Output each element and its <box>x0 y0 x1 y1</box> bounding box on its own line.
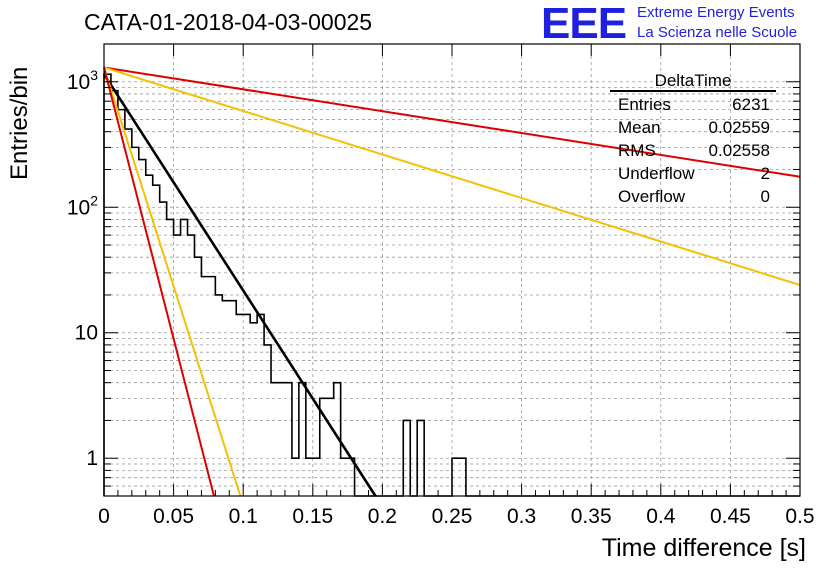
y-tick-label: 10 <box>75 322 98 345</box>
y-tick-label: 1 <box>86 447 98 470</box>
x-tick-label: 0.45 <box>710 505 751 528</box>
x-tick-label: 0.1 <box>229 505 258 528</box>
x-tick-label: 0.3 <box>507 505 536 528</box>
series-line-3 <box>103 67 242 497</box>
stats-label: RMS <box>618 141 656 160</box>
stats-label: Underflow <box>618 164 695 183</box>
x-tick-label: 0.2 <box>368 505 397 528</box>
stats-value: 0.02559 <box>709 118 770 137</box>
stats-value: 2 <box>761 164 770 183</box>
series-line-4 <box>103 67 215 497</box>
logo-line-1: Extreme Energy Events <box>637 4 795 21</box>
series-line-2 <box>103 66 801 286</box>
x-axis-label: Time difference [s] <box>601 534 806 562</box>
stats-value: 6231 <box>732 95 770 114</box>
y-tick-label: 102 <box>67 192 98 219</box>
y-tick-label: 103 <box>67 67 98 94</box>
x-tick-label: 0.35 <box>571 505 612 528</box>
logo-line-2: La Scienza nelle Scuole <box>637 24 798 41</box>
x-tick-label: 0 <box>98 505 110 528</box>
plot-title: CATA-01-2018-04-03-00025 <box>84 9 373 35</box>
stats-label: Overflow <box>618 187 686 206</box>
x-tick-label: 0.4 <box>646 505 676 528</box>
eee-logo: EEE <box>541 0 627 48</box>
series-line-0 <box>102 73 377 497</box>
x-tick-label: 0.05 <box>153 505 194 528</box>
stats-title: DeltaTime <box>655 71 732 90</box>
x-tick-label: 0.25 <box>432 505 473 528</box>
stats-value: 0.02558 <box>709 141 770 160</box>
stats-value: 0 <box>761 187 770 206</box>
x-tick-label: 0.5 <box>785 505 814 528</box>
stats-label: Entries <box>618 95 671 114</box>
stats-label: Mean <box>618 118 661 137</box>
series-line-1 <box>103 66 801 178</box>
x-tick-label: 0.15 <box>292 505 333 528</box>
